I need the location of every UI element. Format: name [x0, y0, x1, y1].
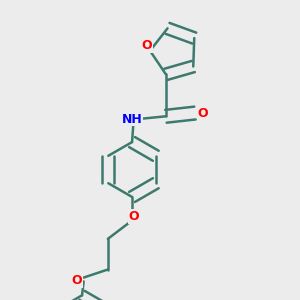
Text: O: O [71, 274, 82, 287]
Text: NH: NH [122, 113, 142, 126]
Text: O: O [142, 39, 152, 52]
Text: O: O [198, 106, 208, 120]
Text: O: O [128, 210, 139, 223]
